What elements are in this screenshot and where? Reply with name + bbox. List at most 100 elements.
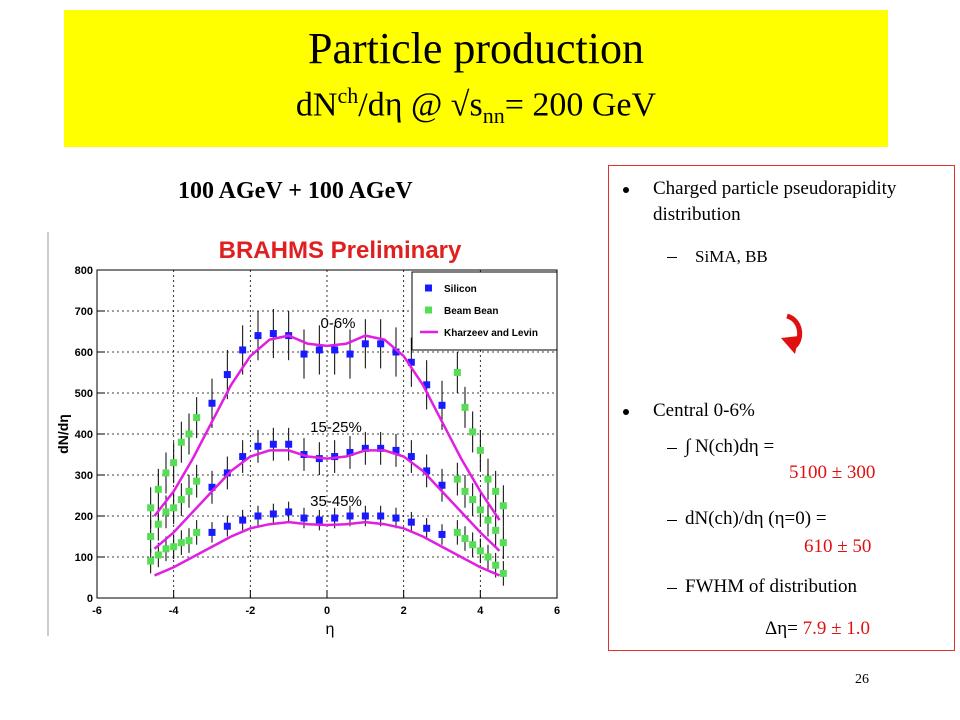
data-point	[438, 530, 446, 538]
y-tick-label: 0	[87, 593, 93, 605]
data-point	[346, 512, 354, 520]
arrow-icon	[781, 313, 803, 354]
data-point	[154, 551, 162, 559]
data-point	[438, 401, 446, 409]
data-point	[162, 508, 170, 516]
data-point	[285, 508, 293, 516]
beam-label: 100 AGeV + 100 AGeV	[178, 178, 413, 204]
data-point	[392, 446, 400, 454]
data-point	[377, 340, 385, 348]
y-tick-label: 600	[75, 347, 93, 359]
data-point	[492, 561, 500, 569]
sub-bullet-text: SiMA, BB	[695, 247, 768, 266]
x-tick-label: 4	[477, 605, 484, 617]
x-tick-label: -2	[245, 605, 255, 617]
y-tick-label: 300	[75, 470, 93, 482]
data-point	[193, 528, 201, 536]
subtitle-part: /dη @ √s	[358, 86, 483, 124]
data-point	[254, 512, 262, 520]
data-point	[423, 381, 431, 389]
subtitle-part: dN	[295, 86, 338, 124]
data-point	[361, 340, 369, 348]
data-point	[170, 543, 178, 551]
data-point	[346, 448, 354, 456]
data-point	[331, 514, 339, 522]
legend-label: Beam Bean	[444, 306, 498, 317]
data-point	[392, 348, 400, 356]
dash	[667, 448, 677, 449]
data-point	[476, 547, 484, 555]
x-tick-label: 2	[401, 605, 407, 617]
data-point	[423, 467, 431, 475]
data-point	[177, 539, 185, 547]
data-point	[315, 346, 323, 354]
y-tick-label: 100	[75, 552, 93, 564]
data-point	[162, 545, 170, 553]
model-line	[153, 334, 501, 577]
legend-box	[411, 271, 558, 351]
chart-title: BRAHMS Preliminary	[219, 237, 462, 264]
annotation: 35-45%	[310, 493, 362, 510]
data-point	[239, 346, 247, 354]
data-point	[453, 475, 461, 483]
data-point	[300, 514, 308, 522]
dash	[667, 520, 677, 521]
data-point	[269, 510, 277, 518]
fwhm-value: 7.9 ± 1.0	[802, 618, 871, 639]
info-box: Charged particle pseudorapidity distribu…	[608, 165, 955, 651]
sub-bullet-text: dN(ch)/dη (η=0) =	[685, 508, 827, 529]
dash	[667, 257, 677, 258]
title: Particle production	[307, 24, 644, 73]
y-tick-label: 800	[75, 265, 93, 277]
data-point	[239, 453, 247, 461]
subtitle-part: nn	[482, 103, 505, 129]
subtitle: dNch/dη @ √snn= 200 GeV	[64, 74, 888, 138]
dash	[667, 588, 677, 589]
arrow-head	[781, 336, 799, 354]
data-point	[208, 399, 216, 407]
data-point	[453, 528, 461, 536]
data-point	[407, 453, 415, 461]
data-point	[361, 512, 369, 520]
chart: BRAHMS Preliminary η dN/dη -6 -4 -2 0 2 4 6 0 10…	[47, 232, 560, 638]
data-point	[461, 487, 469, 495]
value-text: 5100 ± 300	[789, 462, 876, 483]
data-point	[377, 444, 385, 452]
value-text: 610 ± 50	[804, 536, 872, 557]
data-point	[461, 535, 469, 543]
data-point	[239, 516, 247, 524]
data-point	[484, 553, 492, 561]
data-point	[407, 358, 415, 366]
x-tick-label: -4	[169, 605, 180, 617]
data-point	[177, 438, 185, 446]
data-point	[331, 346, 339, 354]
data-point	[469, 428, 477, 436]
sub-bullet-text: ∫ N(ch)dη =	[685, 436, 775, 457]
data-point	[469, 496, 477, 504]
data-point	[170, 459, 178, 467]
data-point	[162, 469, 170, 477]
data-point	[185, 537, 193, 545]
data-point	[361, 444, 369, 452]
bullet	[623, 187, 629, 193]
data-point	[492, 526, 500, 534]
data-point	[223, 522, 231, 530]
data-point	[185, 487, 193, 495]
legend-swatch	[425, 284, 432, 292]
fwhm-symbol: Δη=	[765, 618, 798, 639]
annotation: 0-6%	[320, 315, 355, 332]
data-point	[285, 440, 293, 448]
legend-label: Kharzeev and Levin	[444, 328, 538, 339]
data-point	[499, 569, 507, 577]
data-point	[484, 516, 492, 524]
title-box: Particle production dNch/dη @ √snn= 200 …	[64, 10, 888, 147]
subtitle-part: = 200 GeV	[504, 86, 657, 124]
data-point	[461, 403, 469, 411]
data-point	[193, 477, 201, 485]
x-tick-label: 0	[324, 605, 330, 617]
legend-swatch	[425, 306, 432, 314]
data-point	[269, 330, 277, 338]
data-point	[499, 539, 507, 547]
data-point	[154, 485, 162, 493]
